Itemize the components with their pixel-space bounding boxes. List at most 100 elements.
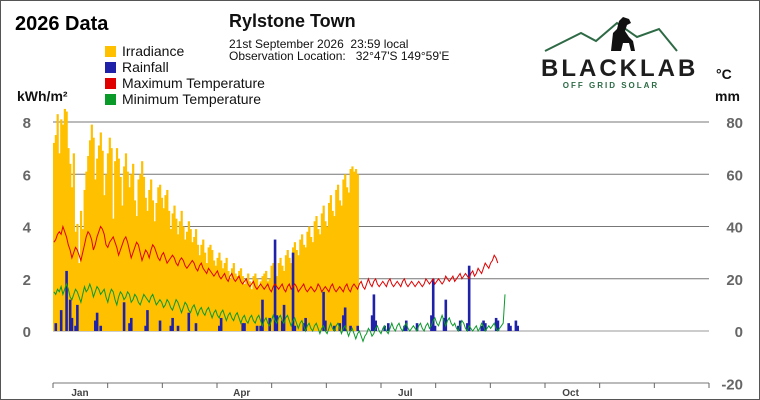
irradiance-bar <box>115 148 119 331</box>
rainfall-bar <box>343 307 347 331</box>
rainfall-bar <box>356 325 360 331</box>
irradiance-bar <box>236 276 239 331</box>
irradiance-bar <box>196 244 199 331</box>
irradiance-bar <box>283 270 286 331</box>
left-tick-label: 2 <box>23 272 31 289</box>
irradiance-bar <box>137 179 140 331</box>
irradiance-bar <box>130 174 133 331</box>
irradiance-bar <box>356 174 359 331</box>
rainfall-bar <box>374 320 378 331</box>
irradiance-bar <box>81 229 84 331</box>
rainfall-bar <box>128 323 131 331</box>
rainfall-bar <box>507 323 511 331</box>
irradiance-bar <box>248 281 252 331</box>
irradiance-bar <box>270 265 273 331</box>
rainfall-bar <box>129 317 133 331</box>
rainfall-bar <box>466 323 469 331</box>
irradiance-bar <box>193 236 196 331</box>
min-temperature-line <box>53 282 506 343</box>
irradiance-bar <box>128 187 131 331</box>
legend-item-irradiance: Irradiance <box>105 43 265 59</box>
rainfall-bar <box>433 325 437 331</box>
irradiance-bar <box>326 226 329 331</box>
legend-label: Minimum Temperature <box>122 91 262 107</box>
rainfall-bar <box>194 323 198 331</box>
rainfall-bar <box>171 317 174 331</box>
irradiance-bar <box>329 195 332 331</box>
rainfall-bar <box>386 323 390 331</box>
irradiance-bar <box>164 195 167 331</box>
irradiance-bar <box>279 257 282 331</box>
dog-on-mountains-icon <box>544 17 678 52</box>
x-tick-label: Jul <box>398 388 413 399</box>
irradiance-bar <box>238 270 241 331</box>
irradiance-bar <box>302 244 306 331</box>
rainfall-bar <box>65 270 68 331</box>
left-axis-unit: kWh/m² <box>17 88 68 104</box>
irradiance-bar <box>178 221 182 331</box>
irradiance-bar <box>83 189 86 331</box>
rainfall-bar <box>457 325 460 331</box>
observation-location: Observation Location: 32°47'S 149°59'E <box>229 49 450 63</box>
rainfall-bar <box>404 320 408 331</box>
legend-swatch <box>105 45 116 57</box>
right-tick-label: 20 <box>726 272 743 289</box>
legend: Irradiance Rainfall Maximum Temperature … <box>105 43 265 107</box>
irradiance-bar <box>53 142 56 331</box>
logo-wordmark: BLACKLAB <box>541 55 699 82</box>
irradiance-bar <box>194 229 198 331</box>
irradiance-bar <box>295 250 298 331</box>
rainfall-bar <box>95 312 99 331</box>
rainfall-bar <box>76 304 79 331</box>
irradiance-bar <box>203 252 207 331</box>
right-axis-unit-rain: mm <box>715 88 740 104</box>
rainfall-bar <box>187 312 191 331</box>
right-tick-label: 0 <box>735 324 743 341</box>
irradiance-bar <box>297 255 300 331</box>
irradiance-bar <box>94 179 97 331</box>
left-tick-label: 6 <box>23 167 31 184</box>
left-tick-labels: 0 2 4 6 8 <box>23 115 32 341</box>
irradiance-bar <box>250 289 253 331</box>
irradiance-bar <box>288 257 291 331</box>
irradiance-bar <box>148 189 151 331</box>
irradiance-bar <box>157 187 160 331</box>
irradiance-bar <box>340 205 343 331</box>
irradiance-bar <box>185 231 189 331</box>
irradiance-bar <box>275 276 279 331</box>
irradiance-bar <box>324 221 327 331</box>
rainfall-bar <box>324 320 327 331</box>
temperature-lines <box>53 224 506 343</box>
irradiance-bar <box>70 187 74 331</box>
legend-swatch <box>105 93 116 105</box>
irradiance-bar <box>166 189 169 331</box>
irradiance-bar <box>318 234 322 331</box>
irradiance-bar <box>290 263 293 331</box>
irradiance-bar <box>247 273 250 331</box>
irradiance-bar <box>202 239 205 331</box>
irradiance-bar <box>209 244 212 331</box>
irradiance-bar <box>126 171 129 331</box>
irradiance-bar <box>311 242 315 331</box>
irradiance-bar <box>223 263 226 331</box>
rainfall-bar <box>415 323 419 331</box>
left-tick-label: 8 <box>23 115 31 132</box>
right-axis-unit-temp: °C <box>716 66 732 82</box>
irradiance-bar <box>56 114 59 331</box>
irradiance-bar <box>96 158 99 331</box>
rainfall-bar <box>370 315 374 331</box>
irradiance-bar <box>214 265 217 331</box>
legend-item-rainfall: Rainfall <box>105 59 265 75</box>
rainfall-bar <box>70 317 74 331</box>
irradiance-bar <box>112 218 115 331</box>
irradiance-bar <box>191 242 194 331</box>
irradiance-bar <box>281 265 284 331</box>
irradiance-bar <box>286 250 289 331</box>
legend-swatch <box>105 77 116 89</box>
irradiance-bar <box>351 166 354 331</box>
irradiance-bar <box>162 208 165 331</box>
irradiance-bar <box>245 278 248 331</box>
irradiance-bar <box>234 273 237 331</box>
irradiance-bar <box>232 263 235 331</box>
irradiance-bar <box>221 268 225 331</box>
